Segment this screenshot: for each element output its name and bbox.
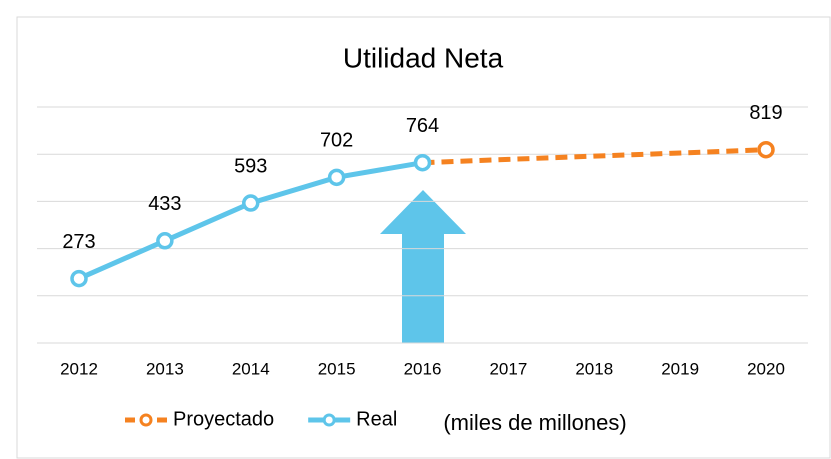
marker — [156, 232, 174, 250]
legend-label: Proyectado — [173, 408, 274, 430]
data-label: 764 — [406, 115, 439, 137]
data-label: 593 — [234, 155, 267, 177]
x-tick-label: 2015 — [318, 359, 356, 378]
marker — [413, 153, 432, 172]
legend-marker — [139, 413, 153, 427]
data-label: 702 — [320, 130, 353, 152]
chart-title: Utilidad Neta — [343, 42, 504, 73]
marker — [757, 140, 775, 159]
x-tick-label: 2014 — [232, 359, 270, 378]
x-tick-label: 2017 — [489, 359, 527, 378]
x-tick-label: 2019 — [661, 359, 699, 378]
highlight-arrow — [380, 190, 466, 343]
marker — [70, 269, 88, 288]
data-label: 819 — [749, 102, 782, 124]
note: (miles de millones) — [443, 410, 626, 435]
x-tick-label: 2020 — [747, 359, 785, 378]
data-label: 273 — [62, 231, 95, 253]
x-tick-label: 2013 — [146, 359, 184, 378]
legend-label: Real — [356, 408, 397, 430]
marker — [242, 194, 260, 212]
series-line — [422, 147, 767, 166]
x-tick-label: 2018 — [575, 359, 613, 378]
plot: 819 273 433 593 702 764 — [62, 102, 783, 288]
x-tick-label: 2012 — [60, 359, 98, 378]
data-label: 433 — [148, 193, 181, 215]
legend-marker — [322, 413, 336, 427]
x-tick-label: 2016 — [404, 359, 442, 378]
legend: Proyectado Real (miles de millones) — [125, 408, 627, 435]
marker — [327, 168, 346, 187]
